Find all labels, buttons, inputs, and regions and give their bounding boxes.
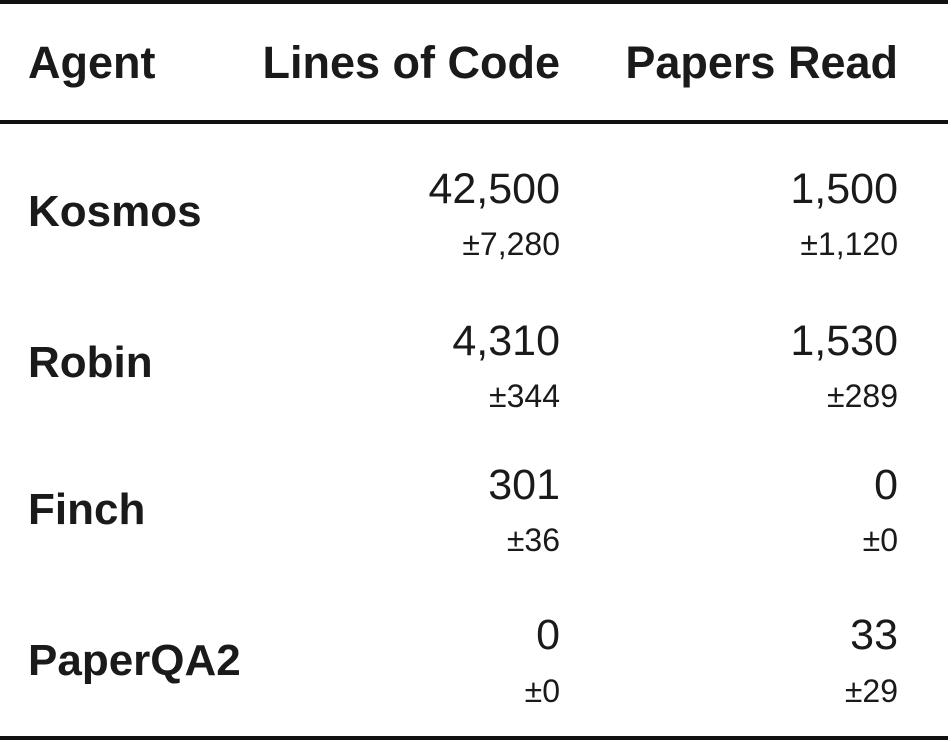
- papers-error: ±29: [844, 673, 898, 709]
- loc-value: 0: [536, 611, 560, 659]
- papers-error: ±289: [827, 378, 898, 414]
- loc-error: ±344: [489, 378, 560, 414]
- papers-value: 1,500: [790, 165, 898, 213]
- agent-name: Kosmos: [28, 187, 202, 236]
- loc-value: 301: [488, 461, 560, 509]
- loc-error: ±7,280: [462, 226, 560, 262]
- agent-name: Robin: [28, 338, 153, 387]
- header-rule: [0, 120, 948, 124]
- header-papers-read: Papers Read: [625, 37, 898, 88]
- papers-value: 1,530: [790, 317, 898, 365]
- top-rule: [0, 0, 948, 4]
- papers-error: ±0: [862, 522, 898, 558]
- agent-name: Finch: [28, 485, 146, 534]
- papers-error: ±1,120: [800, 226, 898, 262]
- agent-name: PaperQA2: [28, 636, 241, 685]
- header-lines-of-code: Lines of Code: [262, 37, 560, 88]
- header-agent: Agent: [28, 37, 156, 88]
- loc-value: 42,500: [428, 165, 560, 213]
- loc-error: ±36: [506, 522, 560, 558]
- bottom-rule: [0, 736, 948, 740]
- papers-value: 0: [874, 461, 898, 509]
- loc-error: ±0: [524, 673, 560, 709]
- loc-value: 4,310: [452, 317, 560, 365]
- papers-value: 33: [850, 611, 898, 659]
